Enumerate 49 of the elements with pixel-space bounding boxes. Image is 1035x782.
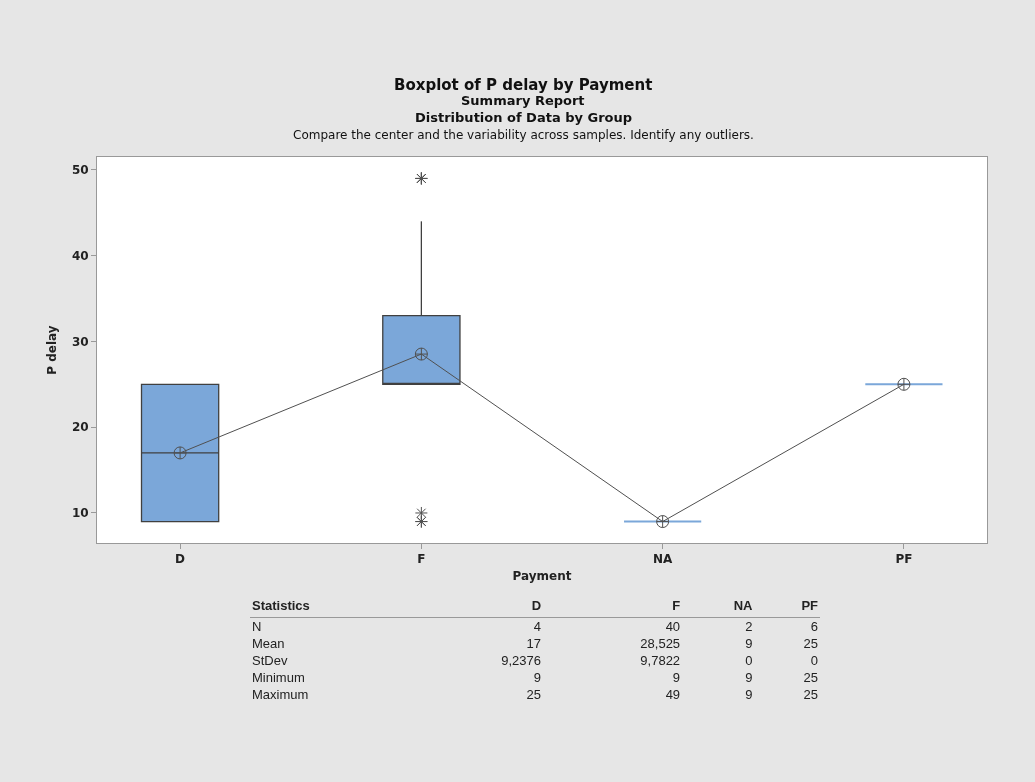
x-tick-label: F <box>417 552 426 567</box>
text: 25 <box>802 635 819 652</box>
text: NA <box>682 597 755 618</box>
point <box>897 377 911 391</box>
y-tick-label: 20 <box>71 420 89 435</box>
text: 9,2376 <box>500 652 543 669</box>
text: 25 <box>802 669 819 686</box>
x-tick-label: PF <box>895 552 913 567</box>
text: 28,525 <box>639 635 682 652</box>
text: 9,7822 <box>639 652 682 669</box>
text: PF <box>754 597 820 618</box>
text: Maximum <box>251 686 310 703</box>
text: 40 <box>664 618 682 635</box>
text: 9 <box>532 669 543 686</box>
point <box>656 515 670 529</box>
y-tick-label: 10 <box>71 506 89 521</box>
y-tick-label: 40 <box>71 248 89 263</box>
text: F <box>543 597 683 618</box>
point <box>414 347 428 361</box>
text: 9 <box>744 686 754 703</box>
point <box>173 446 187 460</box>
x-tick-label: D <box>175 552 186 567</box>
text: Statistics <box>250 597 404 618</box>
x-axis-title: Payment <box>512 569 572 584</box>
y-tick-label: 30 <box>71 334 89 349</box>
text: Minimum <box>251 669 306 686</box>
text: 9 <box>744 669 754 686</box>
text: 0 <box>744 652 754 669</box>
text: N <box>251 618 263 635</box>
text: 9 <box>744 635 754 652</box>
y-tick-label: 50 <box>71 163 89 178</box>
text: D <box>404 597 544 618</box>
text: 9 <box>671 669 682 686</box>
chart-title: Boxplot of P delay by Payment <box>394 76 653 94</box>
text: 2 <box>744 618 754 635</box>
text: 6 <box>809 618 819 635</box>
text: StDev <box>251 652 289 669</box>
text: Distribution of Data by Group <box>415 110 633 125</box>
text: 25 <box>802 686 819 703</box>
text: 25 <box>525 686 543 703</box>
text: 0 <box>809 652 819 669</box>
text: Compare the center and the variability across samples. Identify any outliers. <box>293 128 754 142</box>
y-axis-title: P delay <box>45 325 60 375</box>
text: 17 <box>525 635 543 652</box>
text: 49 <box>664 686 682 703</box>
text: Mean <box>251 635 286 652</box>
chart-subtitle: Summary Report <box>461 93 585 108</box>
x-tick-label: NA <box>652 552 673 567</box>
text: 4 <box>532 618 543 635</box>
